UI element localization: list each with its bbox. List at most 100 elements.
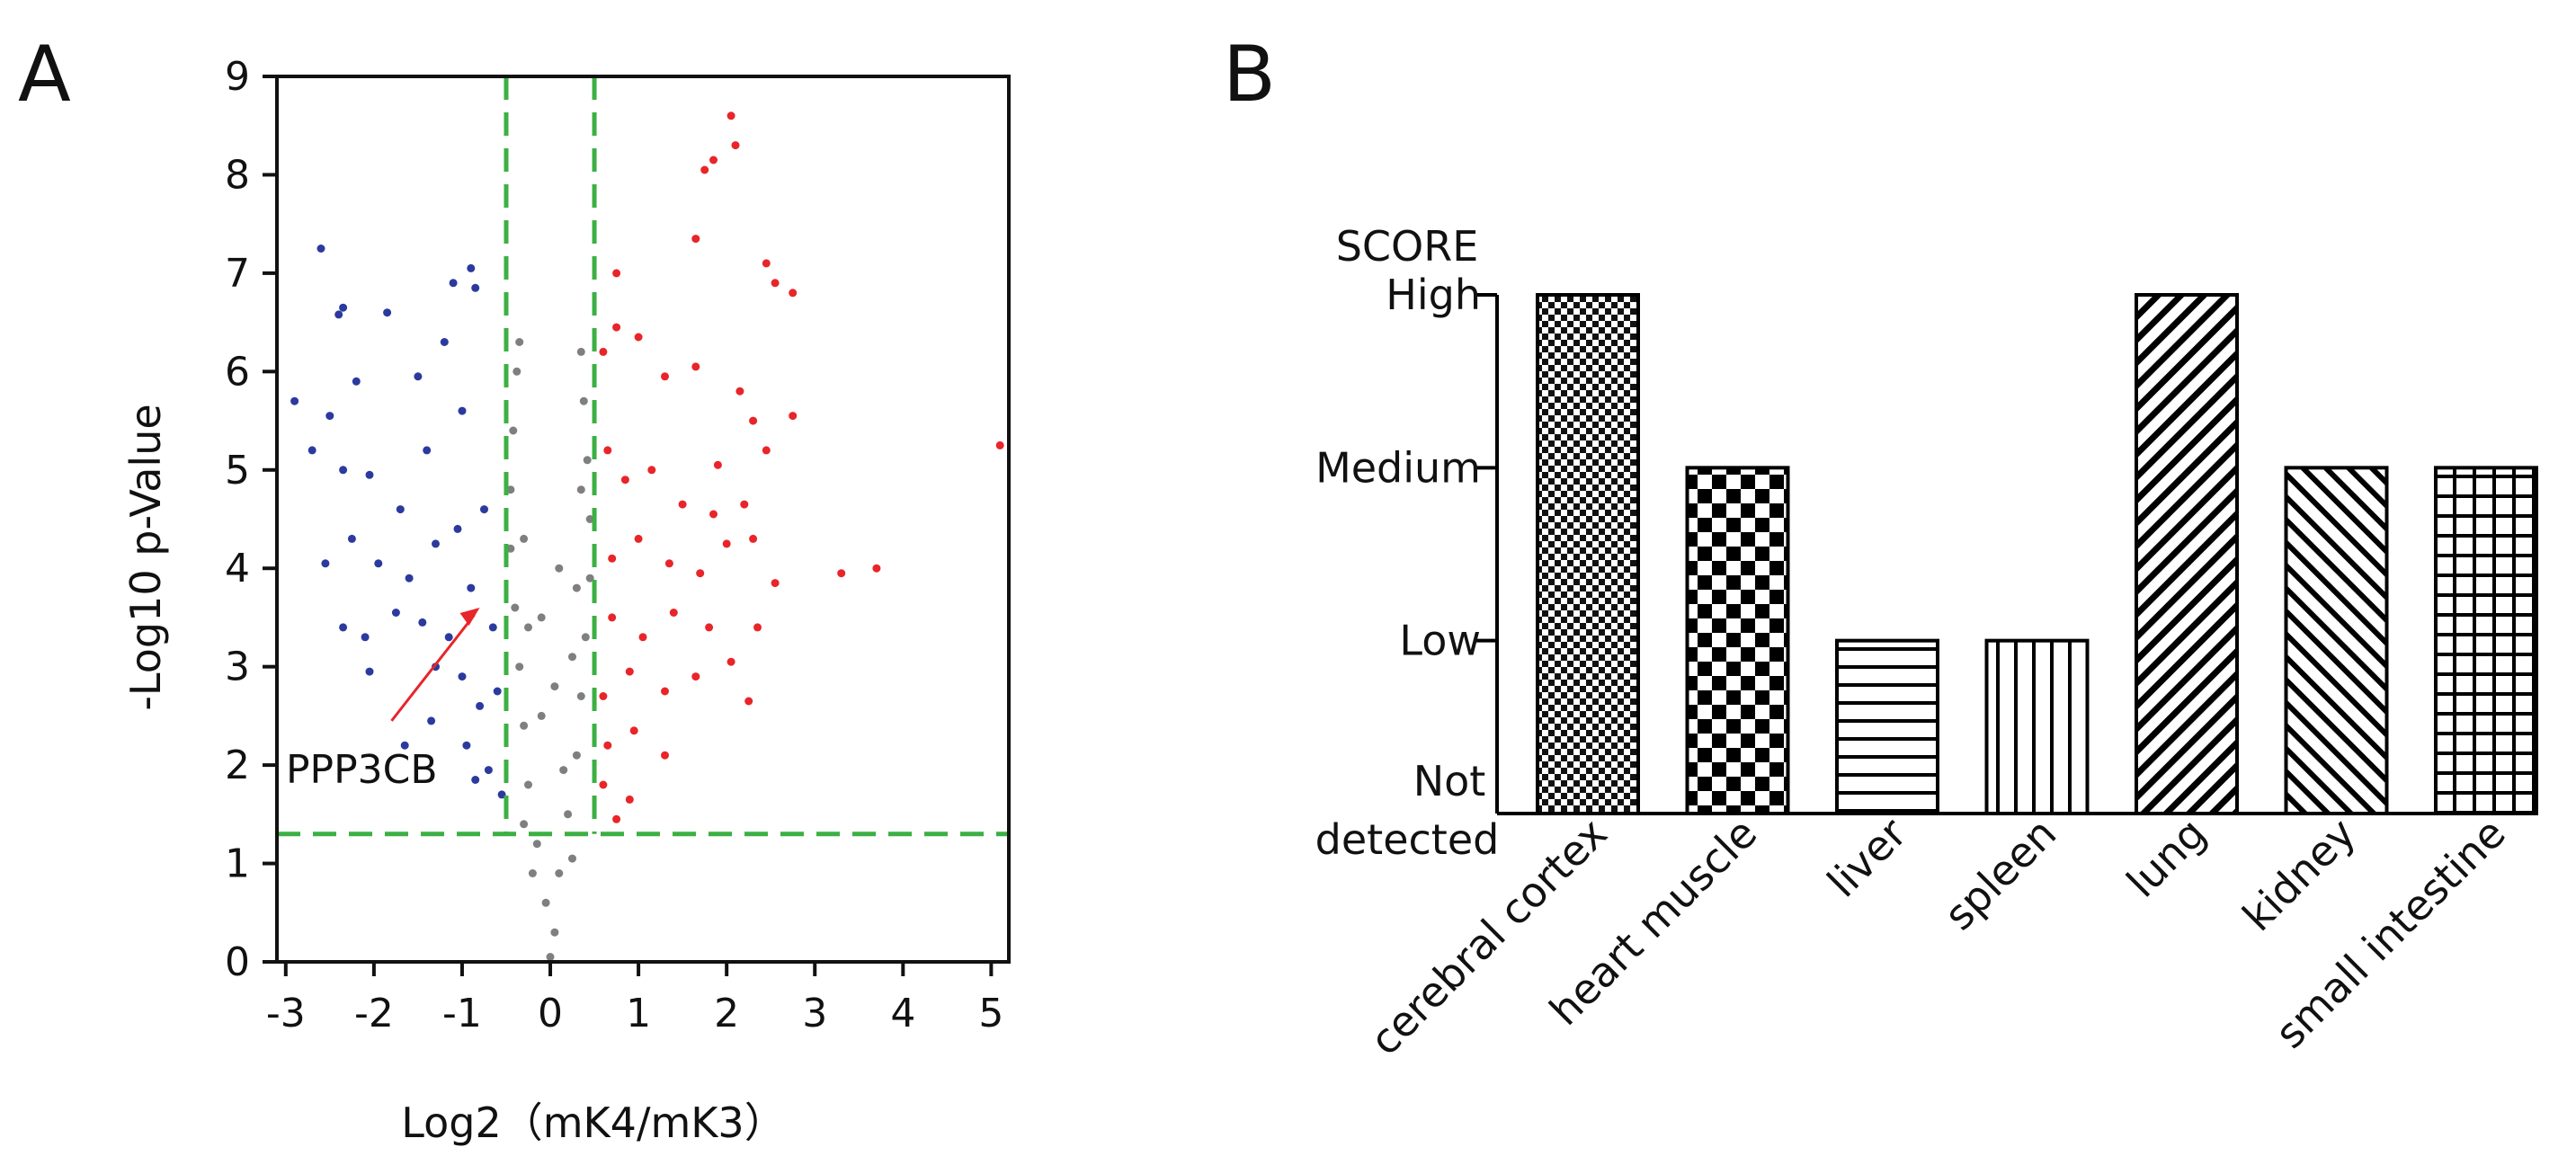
x-tick-label-4: 1	[626, 991, 651, 1036]
score-tick-label-2: Medium	[1315, 443, 1481, 492]
y-tick-label-6: 6	[225, 349, 250, 395]
volcano-point-s1-7	[771, 279, 780, 288]
volcano-point-s0-39	[462, 741, 471, 750]
y-tick-label-3: 3	[225, 645, 250, 690]
volcano-point-s0-1	[339, 303, 348, 312]
x-tick-label-7: 4	[890, 991, 915, 1036]
volcano-point-s1-43	[661, 687, 669, 696]
volcano-point-s0-2	[334, 310, 343, 319]
volcano-point-s2-7	[572, 751, 581, 760]
volcano-point-s1-17	[713, 460, 722, 469]
volcano-point-s0-3	[383, 308, 392, 317]
volcano-point-s1-5	[612, 269, 621, 278]
volcano-point-s1-39	[726, 657, 735, 666]
volcano-point-s1-51	[612, 814, 621, 823]
volcano-point-s2-14	[506, 544, 515, 553]
volcano-point-s0-25	[339, 623, 348, 632]
volcano-point-s1-25	[740, 500, 749, 509]
volcano-point-s1-29	[696, 569, 705, 578]
volcano-point-s2-12	[511, 603, 520, 612]
volcano-point-s0-27	[391, 609, 400, 617]
score-axis-title: SCORE	[1336, 222, 1479, 271]
volcano-point-s1-48	[661, 751, 669, 760]
volcano-point-s2-29	[524, 623, 532, 632]
volcano-point-s2-32	[576, 485, 585, 494]
plot-frame	[275, 75, 1011, 964]
volcano-point-s2-26	[559, 766, 568, 775]
volcano-point-s1-14	[735, 387, 744, 396]
expression-bar-chart: SCORE Not detected Low Medium High cerebral …	[1315, 222, 2538, 1064]
volcano-point-s0-8	[325, 412, 334, 421]
volcano-point-s1-37	[669, 609, 678, 617]
volcano-point-s1-4	[691, 235, 700, 244]
volcano-point-s1-24	[709, 510, 718, 519]
bar-spleen	[1984, 638, 2090, 816]
volcano-point-s2-20	[513, 367, 521, 376]
volcano-point-s0-30	[467, 583, 476, 592]
volcano-point-s1-42	[625, 667, 634, 676]
volcano-point-s1-12	[661, 372, 669, 381]
volcano-point-s1-30	[722, 539, 731, 548]
volcano-point-s0-17	[458, 406, 467, 415]
volcano-point-s0-0	[316, 245, 325, 253]
volcano-point-s0-23	[453, 524, 462, 533]
volcano-point-s0-42	[471, 776, 480, 784]
axis-ticks: -3 -2 -1 0 1 2 3 4 5 0 1 2 3 4 5 6 7 8 9	[225, 54, 1003, 1036]
volcano-point-s0-15	[396, 505, 405, 514]
volcano-point-s1-0	[726, 111, 735, 120]
volcano-point-s0-38	[427, 716, 436, 725]
volcano-point-s2-6	[524, 780, 532, 789]
volcano-point-s1-6	[762, 259, 771, 268]
volcano-point-s0-32	[365, 667, 374, 676]
y-tick-label-7: 7	[225, 251, 250, 297]
volcano-point-s0-13	[339, 466, 348, 475]
volcano-point-s1-21	[620, 476, 629, 485]
volcano-point-s0-29	[444, 633, 453, 642]
volcano-point-s2-31	[520, 534, 529, 543]
volcano-point-s1-40	[753, 623, 762, 632]
volcano-point-s2-16	[506, 485, 515, 494]
bar-cerebral-cortex	[1536, 293, 1640, 815]
volcano-plot: -3 -2 -1 0 1 2 3 4 5 0 1 2 3 4 5 6 7 8 9 PPP3CB Log2（mK4/m…	[121, 54, 1011, 1147]
x-axis-label: Log2（mK4/mK3）	[401, 1098, 785, 1147]
panel-label-a: A	[18, 30, 71, 120]
volcano-point-s2-1	[550, 928, 559, 937]
volcano-point-s0-34	[458, 672, 467, 681]
volcano-point-s0-40	[484, 766, 493, 775]
volcano-point-s2-4	[532, 840, 541, 849]
volcano-point-s0-12	[308, 446, 316, 455]
volcano-point-s2-0	[546, 953, 555, 961]
volcano-point-s0-19	[347, 534, 356, 543]
volcano-point-s1-44	[691, 672, 700, 681]
score-tick-label-0: Not detected	[1315, 757, 1500, 864]
volcano-point-s1-11	[634, 333, 643, 342]
volcano-point-s0-36	[493, 687, 502, 696]
y-tick-label-9: 9	[225, 54, 250, 100]
category-label-lung: lung	[2117, 809, 2215, 907]
category-label-spleen: spleen	[1935, 809, 2065, 939]
volcano-point-s2-2	[541, 898, 550, 907]
volcano-point-s0-21	[405, 574, 414, 583]
bar-heart-muscle	[1685, 466, 1790, 815]
volcano-point-s0-28	[418, 618, 427, 627]
volcano-point-s0-20	[374, 559, 383, 568]
volcano-point-s1-8	[789, 289, 798, 298]
volcano-point-s2-30	[572, 583, 581, 592]
y-tick-label-2: 2	[225, 743, 250, 788]
volcano-point-s1-22	[647, 466, 656, 475]
volcano-point-s0-9	[352, 377, 361, 386]
bar-kidney	[2284, 466, 2389, 815]
volcano-point-s2-3	[555, 869, 564, 877]
volcano-point-s1-1	[731, 141, 740, 150]
volcano-point-s2-9	[576, 692, 585, 700]
annotation-arrow-0	[390, 614, 476, 722]
volcano-point-s2-19	[579, 396, 588, 405]
y-tick-label-5: 5	[225, 448, 250, 494]
volcano-point-s1-9	[599, 347, 608, 356]
volcano-point-s1-34	[872, 564, 881, 573]
volcano-point-s2-23	[528, 869, 537, 877]
annotation-label-0: PPP3CB	[286, 747, 438, 793]
score-tick-label-1: Low	[1399, 617, 1481, 665]
volcano-point-s1-26	[608, 554, 617, 563]
